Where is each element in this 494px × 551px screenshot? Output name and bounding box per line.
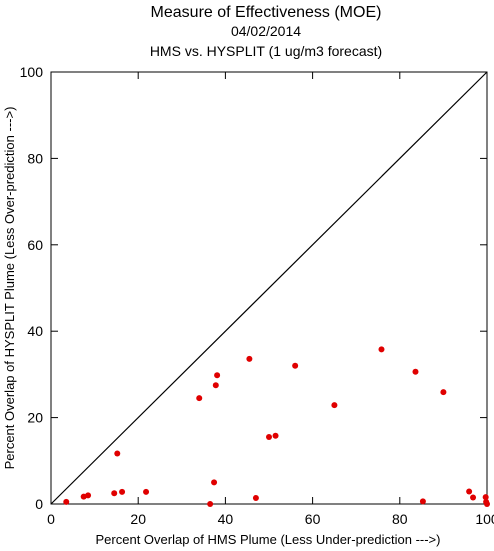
one-to-one-reference-line [50, 71, 488, 505]
data-point-11 [214, 372, 221, 379]
data-point-16 [292, 362, 299, 369]
chart-date: 04/02/2014 [231, 23, 301, 39]
y-axis-ticks: 0 20 40 60 80 100 [20, 64, 487, 512]
data-point-17 [331, 402, 338, 409]
x-axis-ticks: 0 20 40 60 80 100 [47, 72, 494, 527]
data-point-24 [482, 494, 489, 501]
x-tick-label-3: 60 [305, 511, 321, 527]
x-axis-label: Percent Overlap of HMS Plume (Less Under… [96, 532, 441, 547]
data-point-6 [143, 488, 150, 495]
data-point-10 [212, 382, 219, 389]
y-tick-label-0: 0 [35, 496, 43, 512]
data-point-7 [196, 395, 203, 402]
data-point-19 [412, 368, 419, 375]
data-point-14 [266, 434, 272, 441]
data-points [63, 346, 490, 507]
data-point-26 [484, 501, 490, 507]
x-tick-label-5: 100 [475, 511, 494, 527]
data-point-23 [470, 494, 477, 501]
y-axis-label: Percent Overlap of HYSPLIT Plume (Less O… [2, 107, 17, 470]
data-point-12 [246, 355, 253, 362]
data-point-22 [466, 488, 473, 495]
data-point-0 [63, 498, 70, 505]
plot-area: 0 20 40 60 80 100 0 20 40 60 80 100 [20, 64, 494, 527]
y-tick-label-4: 80 [27, 150, 43, 166]
x-tick-label-1: 20 [130, 511, 146, 527]
chart-title: Measure of Effectiveness (MOE) [151, 4, 382, 21]
data-point-8 [207, 501, 214, 507]
data-point-2 [85, 492, 92, 499]
data-point-21 [440, 389, 447, 396]
y-tick-label-1: 20 [27, 410, 43, 426]
data-point-18 [378, 346, 385, 353]
x-tick-label-4: 80 [392, 511, 408, 527]
data-point-4 [114, 450, 121, 457]
data-point-13 [252, 494, 259, 501]
y-tick-label-3: 60 [27, 237, 43, 253]
y-tick-label-5: 100 [20, 64, 44, 80]
data-point-3 [111, 490, 118, 497]
data-point-9 [211, 479, 218, 486]
y-tick-label-2: 40 [27, 323, 43, 339]
plot-frame [50, 71, 488, 505]
data-point-15 [272, 432, 279, 439]
data-point-5 [119, 488, 126, 495]
chart-subtitle: HMS vs. HYSPLIT (1 ug/m3 forecast) [150, 43, 382, 59]
data-point-20 [419, 498, 426, 505]
x-tick-label-2: 40 [218, 511, 234, 527]
x-tick-label-0: 0 [47, 511, 55, 527]
